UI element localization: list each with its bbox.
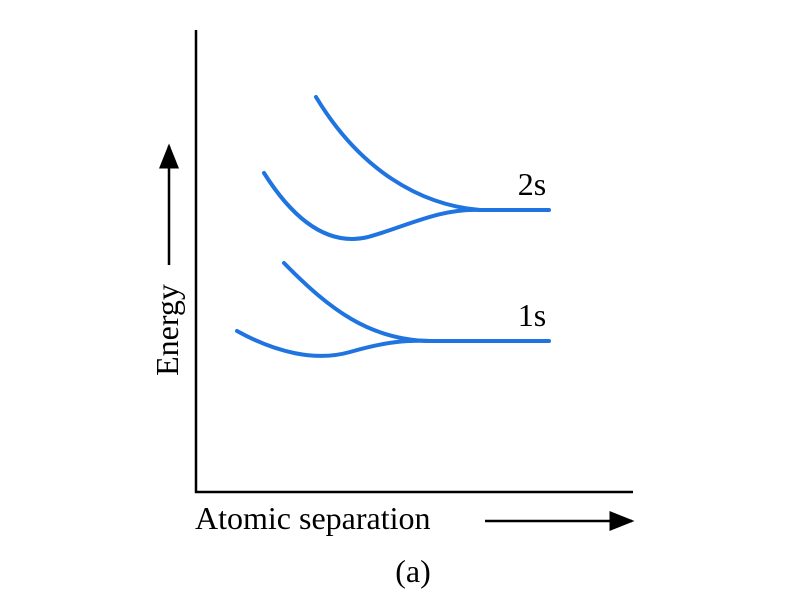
curve-label: 2s — [518, 166, 546, 202]
curve-label: 1s — [518, 297, 546, 333]
x-axis-label: Atomic separation — [195, 500, 430, 536]
curve-2s-upper — [314, 95, 551, 212]
curve-2s-lower — [262, 171, 482, 241]
caption: (a) — [395, 553, 431, 589]
curve-1s-upper — [282, 261, 551, 343]
y-axis-label: Energy — [149, 284, 185, 376]
curve-1s-lower — [235, 329, 432, 358]
